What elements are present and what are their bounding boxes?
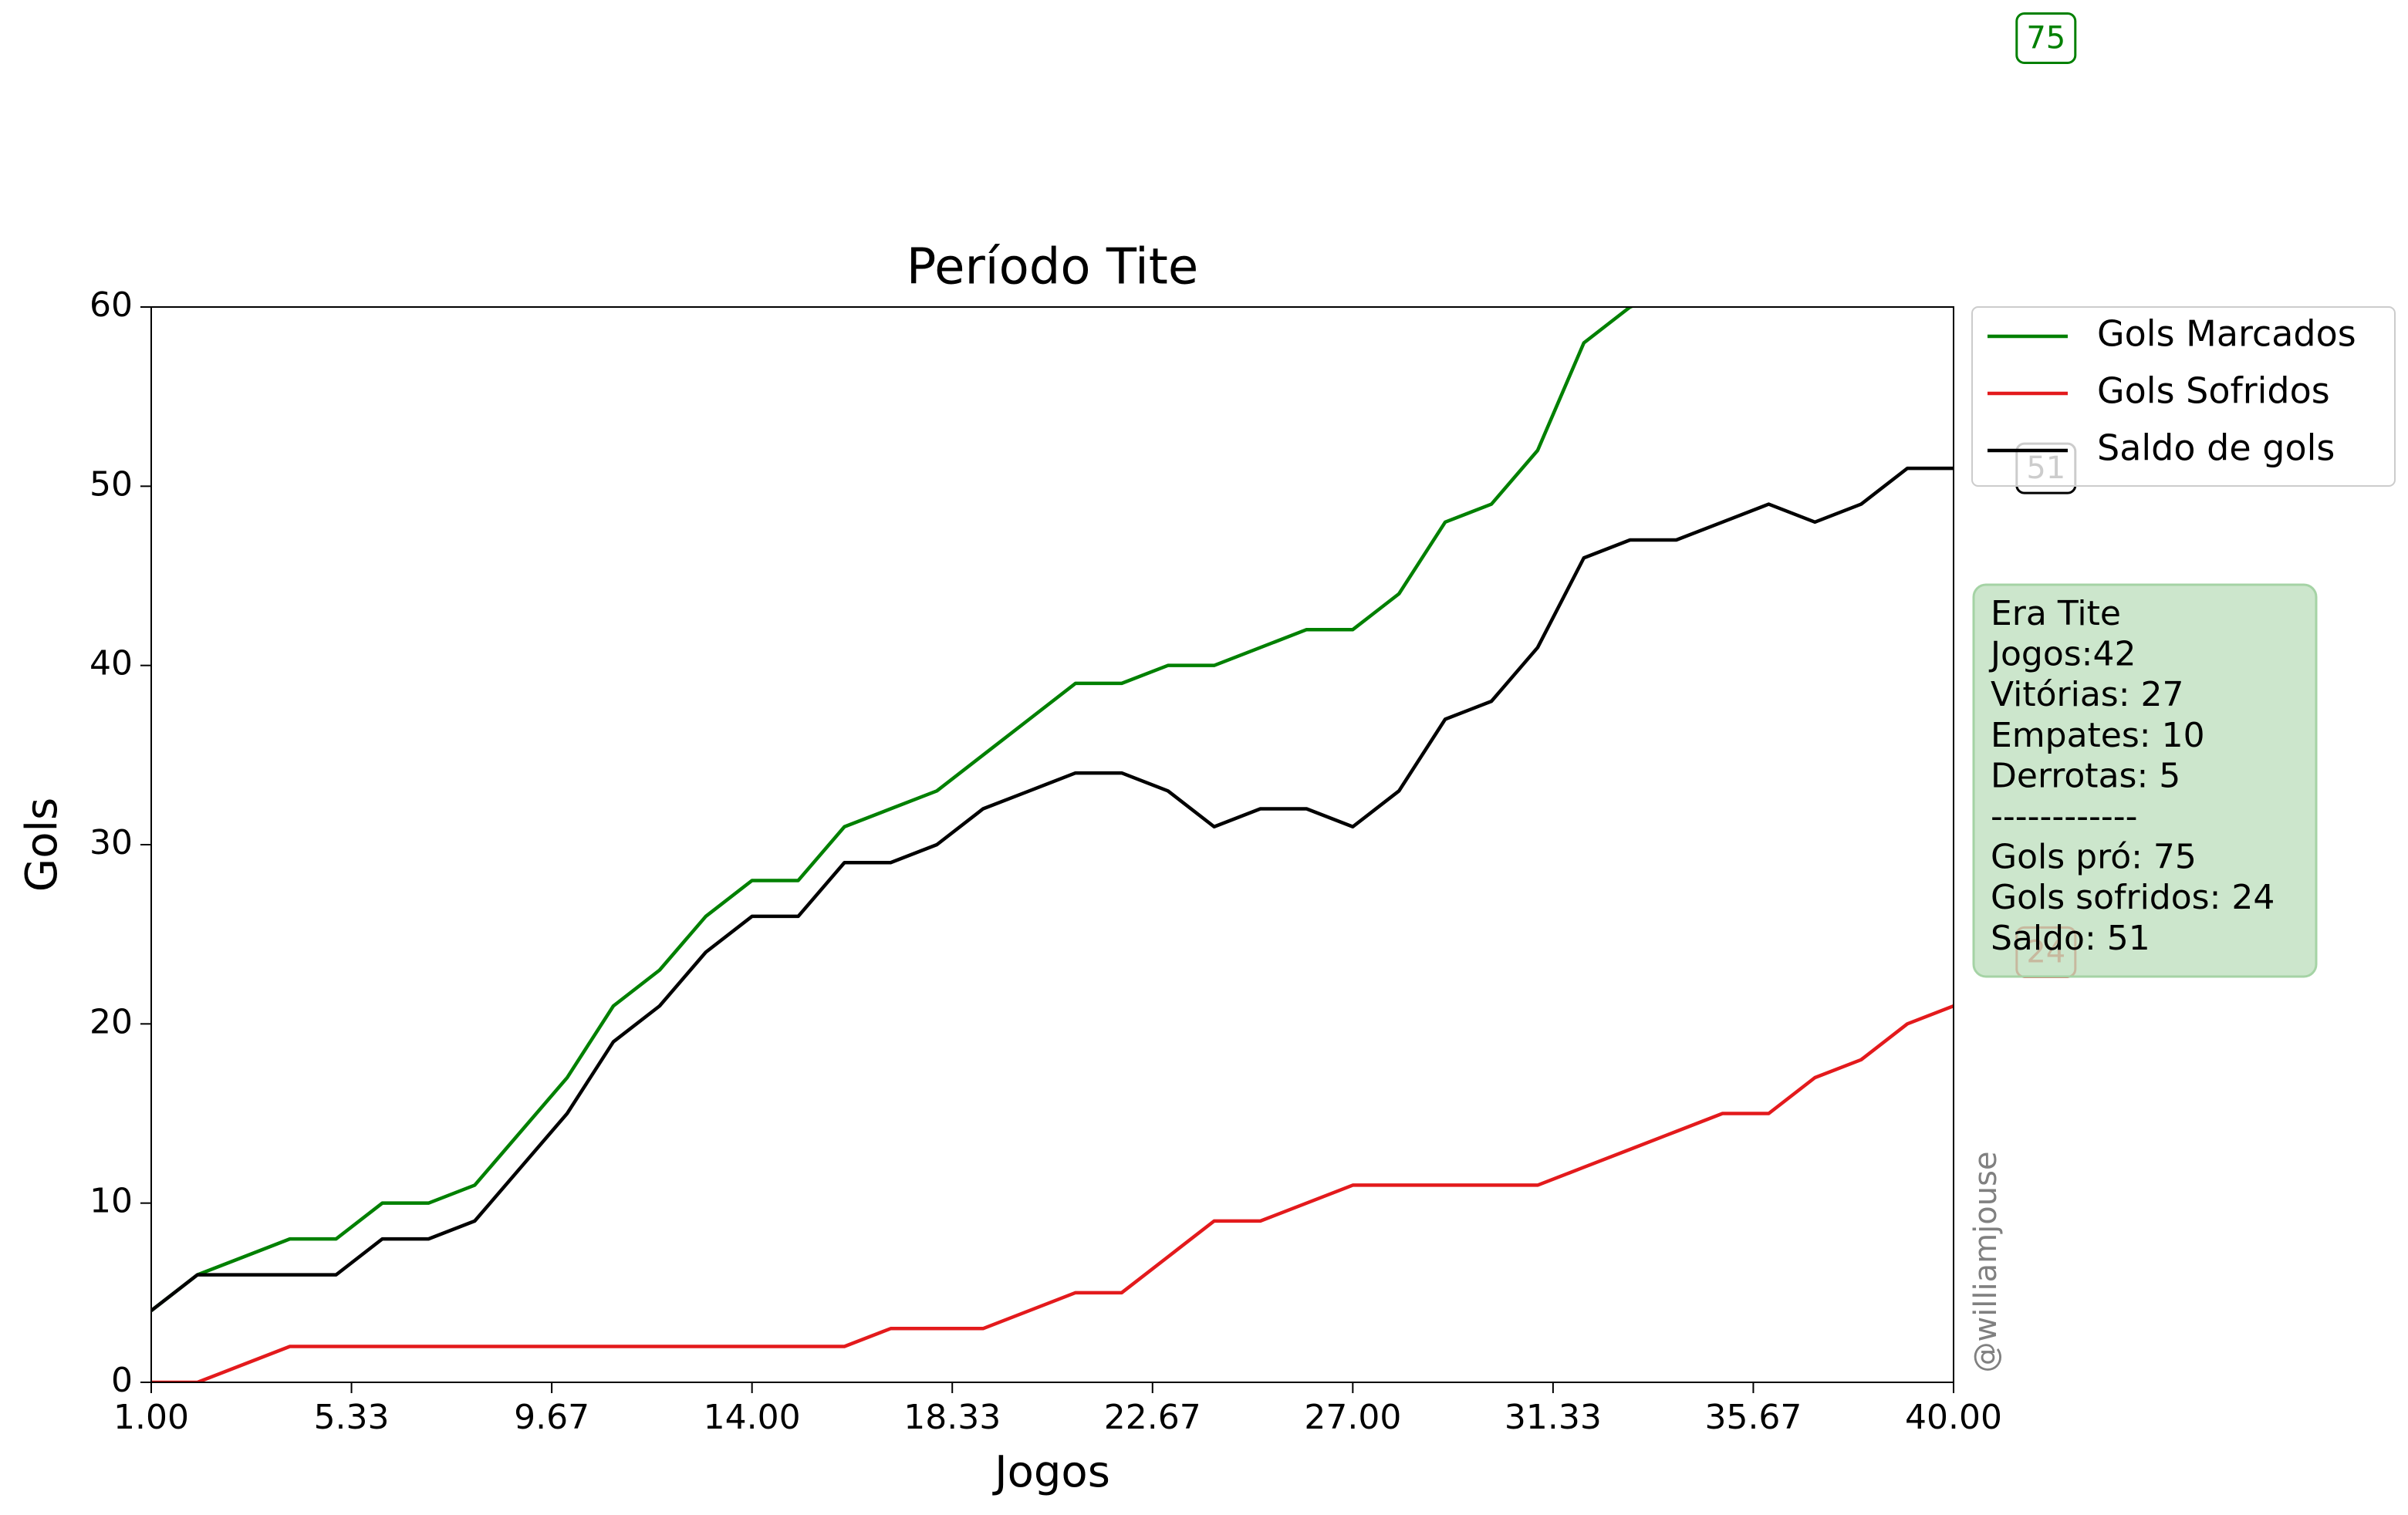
legend-box bbox=[1971, 306, 2396, 487]
x-tick-label: 40.00 bbox=[1905, 1398, 2002, 1437]
x-tick-label: 27.00 bbox=[1304, 1398, 1401, 1437]
x-tick-label: 5.33 bbox=[314, 1398, 390, 1437]
y-tick-label: 60 bbox=[89, 285, 133, 325]
x-tick-label: 14.00 bbox=[704, 1398, 801, 1437]
y-axis-label: Gols bbox=[17, 798, 67, 892]
legend-label: Saldo de gols bbox=[2097, 427, 2335, 469]
y-tick-label: 50 bbox=[89, 464, 133, 504]
stats-line: Era Tite bbox=[1991, 594, 2121, 633]
line-series bbox=[151, 307, 1635, 1312]
axes-frame bbox=[150, 306, 1954, 1383]
x-tick-label: 22.67 bbox=[1104, 1398, 1201, 1437]
watermark: @williamjouse bbox=[1968, 1151, 2004, 1372]
x-axis-label: Jogos bbox=[992, 1447, 1110, 1497]
x-tick-label: 18.33 bbox=[903, 1398, 1001, 1437]
stats-box bbox=[1972, 583, 2318, 978]
stats-line: ------------ bbox=[1991, 797, 2138, 836]
y-tick-label: 0 bbox=[111, 1361, 133, 1400]
x-tick-label: 9.67 bbox=[514, 1398, 589, 1437]
legend-label: Gols Marcados bbox=[2097, 313, 2356, 355]
y-tick-label: 10 bbox=[89, 1182, 133, 1221]
stats-line: Derrotas: 5 bbox=[1991, 756, 2180, 795]
x-tick-label: 1.00 bbox=[113, 1398, 189, 1437]
y-tick-label: 30 bbox=[89, 823, 133, 862]
legend-label: Gols Sofridos bbox=[2097, 370, 2330, 412]
stats-line: Gols sofridos: 24 bbox=[1991, 878, 2275, 917]
stats-line: Jogos:42 bbox=[1988, 635, 2136, 674]
stats-line: Vitórias: 27 bbox=[1991, 675, 2184, 714]
value-label: 75 bbox=[2026, 21, 2065, 56]
stats-line: Gols pró: 75 bbox=[1991, 838, 2197, 877]
x-tick-label: 35.67 bbox=[1704, 1398, 1802, 1437]
y-tick-label: 20 bbox=[89, 1002, 133, 1041]
x-tick-label: 31.33 bbox=[1505, 1398, 1602, 1437]
line-series bbox=[151, 466, 1954, 1312]
stats-line: Empates: 10 bbox=[1991, 716, 2205, 755]
plot-area bbox=[151, 307, 1954, 1382]
chart-title: Período Tite bbox=[907, 239, 1198, 296]
line-series bbox=[151, 1004, 1954, 1382]
y-tick-label: 40 bbox=[89, 644, 133, 683]
stats-line: Saldo: 51 bbox=[1991, 919, 2150, 958]
value-label-box bbox=[2015, 12, 2077, 64]
